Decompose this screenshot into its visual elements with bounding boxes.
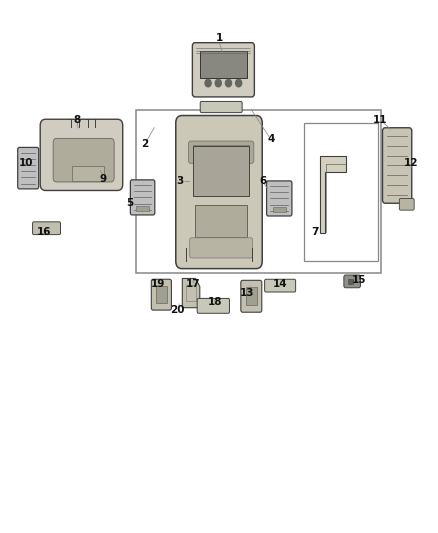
FancyBboxPatch shape xyxy=(176,116,262,269)
Bar xyxy=(72,166,104,181)
FancyBboxPatch shape xyxy=(18,148,39,189)
Polygon shape xyxy=(320,156,346,233)
Text: 12: 12 xyxy=(404,158,418,168)
Bar xyxy=(156,286,167,303)
Text: 3: 3 xyxy=(176,176,184,187)
FancyBboxPatch shape xyxy=(200,101,242,112)
Circle shape xyxy=(215,79,221,87)
FancyBboxPatch shape xyxy=(189,141,254,164)
Text: 2: 2 xyxy=(141,139,148,149)
Text: 11: 11 xyxy=(373,115,388,125)
Bar xyxy=(273,207,286,212)
Circle shape xyxy=(205,79,211,87)
Bar xyxy=(186,285,196,301)
Text: 8: 8 xyxy=(74,115,81,125)
FancyBboxPatch shape xyxy=(190,238,253,258)
Text: 5: 5 xyxy=(126,198,133,208)
FancyBboxPatch shape xyxy=(197,298,230,313)
Polygon shape xyxy=(182,278,200,308)
Text: 20: 20 xyxy=(170,305,185,315)
Text: 1: 1 xyxy=(215,33,223,43)
FancyBboxPatch shape xyxy=(267,181,292,216)
Text: 9: 9 xyxy=(100,174,107,184)
Text: 17: 17 xyxy=(185,279,200,289)
Text: 4: 4 xyxy=(268,134,275,144)
Bar xyxy=(304,123,378,261)
FancyBboxPatch shape xyxy=(192,43,254,97)
FancyBboxPatch shape xyxy=(53,139,114,182)
Bar xyxy=(200,51,247,78)
Bar xyxy=(246,287,257,305)
FancyBboxPatch shape xyxy=(40,119,123,190)
FancyBboxPatch shape xyxy=(131,180,155,215)
Text: 7: 7 xyxy=(311,227,319,237)
FancyBboxPatch shape xyxy=(265,279,296,292)
FancyBboxPatch shape xyxy=(151,279,171,310)
Text: 13: 13 xyxy=(240,288,254,298)
Text: 15: 15 xyxy=(351,275,366,285)
FancyBboxPatch shape xyxy=(344,275,360,288)
Circle shape xyxy=(226,79,232,87)
Bar xyxy=(136,110,381,273)
FancyBboxPatch shape xyxy=(241,280,262,312)
Circle shape xyxy=(236,79,242,87)
Text: 10: 10 xyxy=(19,158,33,168)
FancyBboxPatch shape xyxy=(382,128,412,203)
Text: 16: 16 xyxy=(37,227,52,237)
Text: 6: 6 xyxy=(259,176,266,187)
Bar xyxy=(193,146,249,196)
Bar xyxy=(195,205,247,237)
Bar xyxy=(136,206,149,211)
Text: 19: 19 xyxy=(151,279,165,289)
Text: 14: 14 xyxy=(273,279,287,288)
FancyBboxPatch shape xyxy=(399,198,414,210)
Text: 18: 18 xyxy=(207,297,222,307)
Bar xyxy=(348,279,353,284)
FancyBboxPatch shape xyxy=(32,222,60,235)
